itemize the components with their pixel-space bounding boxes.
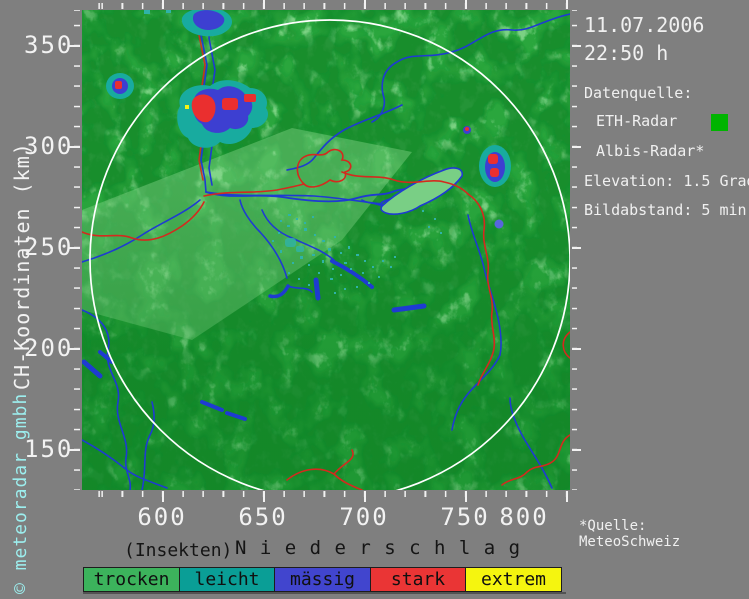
y-tick-label-150: 150 [24,435,74,463]
legend-label-maessig: mässig [289,568,356,590]
y-tick-label-250: 250 [24,233,74,261]
copyright-text: © meteoradar gmbh [10,392,31,594]
rivers-layer [82,10,570,490]
eth-radar-color-swatch [711,114,728,131]
legend-label-extrem: extrem [480,568,547,590]
source-albis-label: Albis-Radar* [596,142,705,160]
bottom-axis-minor-ticks [82,491,570,497]
bottom-axis-major-ticks [82,491,570,502]
right-axis-minor-ticks [572,10,577,490]
y-tick-label-200: 200 [24,334,74,362]
x-tick-label-800: 800 [499,503,549,531]
x-tick-label-700: 700 [339,503,389,531]
legend-scale: trocken leicht mässig stark extrem [83,567,566,592]
legend-label-trocken: trocken [93,568,170,590]
legend-item-leicht: leicht [179,567,275,592]
precipitation-layer [106,10,511,294]
x-tick-label-750: 750 [440,503,490,531]
datasource-label: Datenquelle: [584,84,693,102]
legend-item-maessig: mässig [274,567,371,592]
legend-item-stark: stark [370,567,466,592]
left-axis-minor-ticks [74,10,80,490]
interval-label: Bildabstand: 5 min [584,201,747,219]
radar-map-canvas [82,10,570,490]
x-tick-label-600: 600 [137,503,187,531]
top-axis-major-ticks [82,0,570,9]
right-axis-major-ticks [572,10,581,490]
source-footnote: *Quelle: MeteoSchweiz [579,518,681,550]
date-label: 11.07.2006 [584,13,705,37]
legend-item-trocken: trocken [83,567,180,592]
legend-prefix: (Insekten) [124,540,233,561]
y-tick-label-300: 300 [24,132,74,160]
legend-item-extrem: extrem [465,567,562,592]
legend-label-leicht: leicht [194,568,260,590]
legend-label-stark: stark [390,568,446,590]
source-eth-label: ETH-Radar [596,112,678,130]
x-tick-label-650: 650 [238,503,288,531]
terrain-layer [82,10,570,490]
legend-title: N i e d e r s c h l a g [235,537,522,559]
top-axis-minor-ticks [82,3,570,9]
time-label: 22:50 h [584,41,669,65]
radar-map [82,10,570,490]
y-axis-title: CH-Koordinaten (km) [10,142,34,390]
elevation-label: Elevation: 1.5 Grad [584,172,749,190]
y-tick-label-350: 350 [24,31,74,59]
range-ring [89,19,570,490]
